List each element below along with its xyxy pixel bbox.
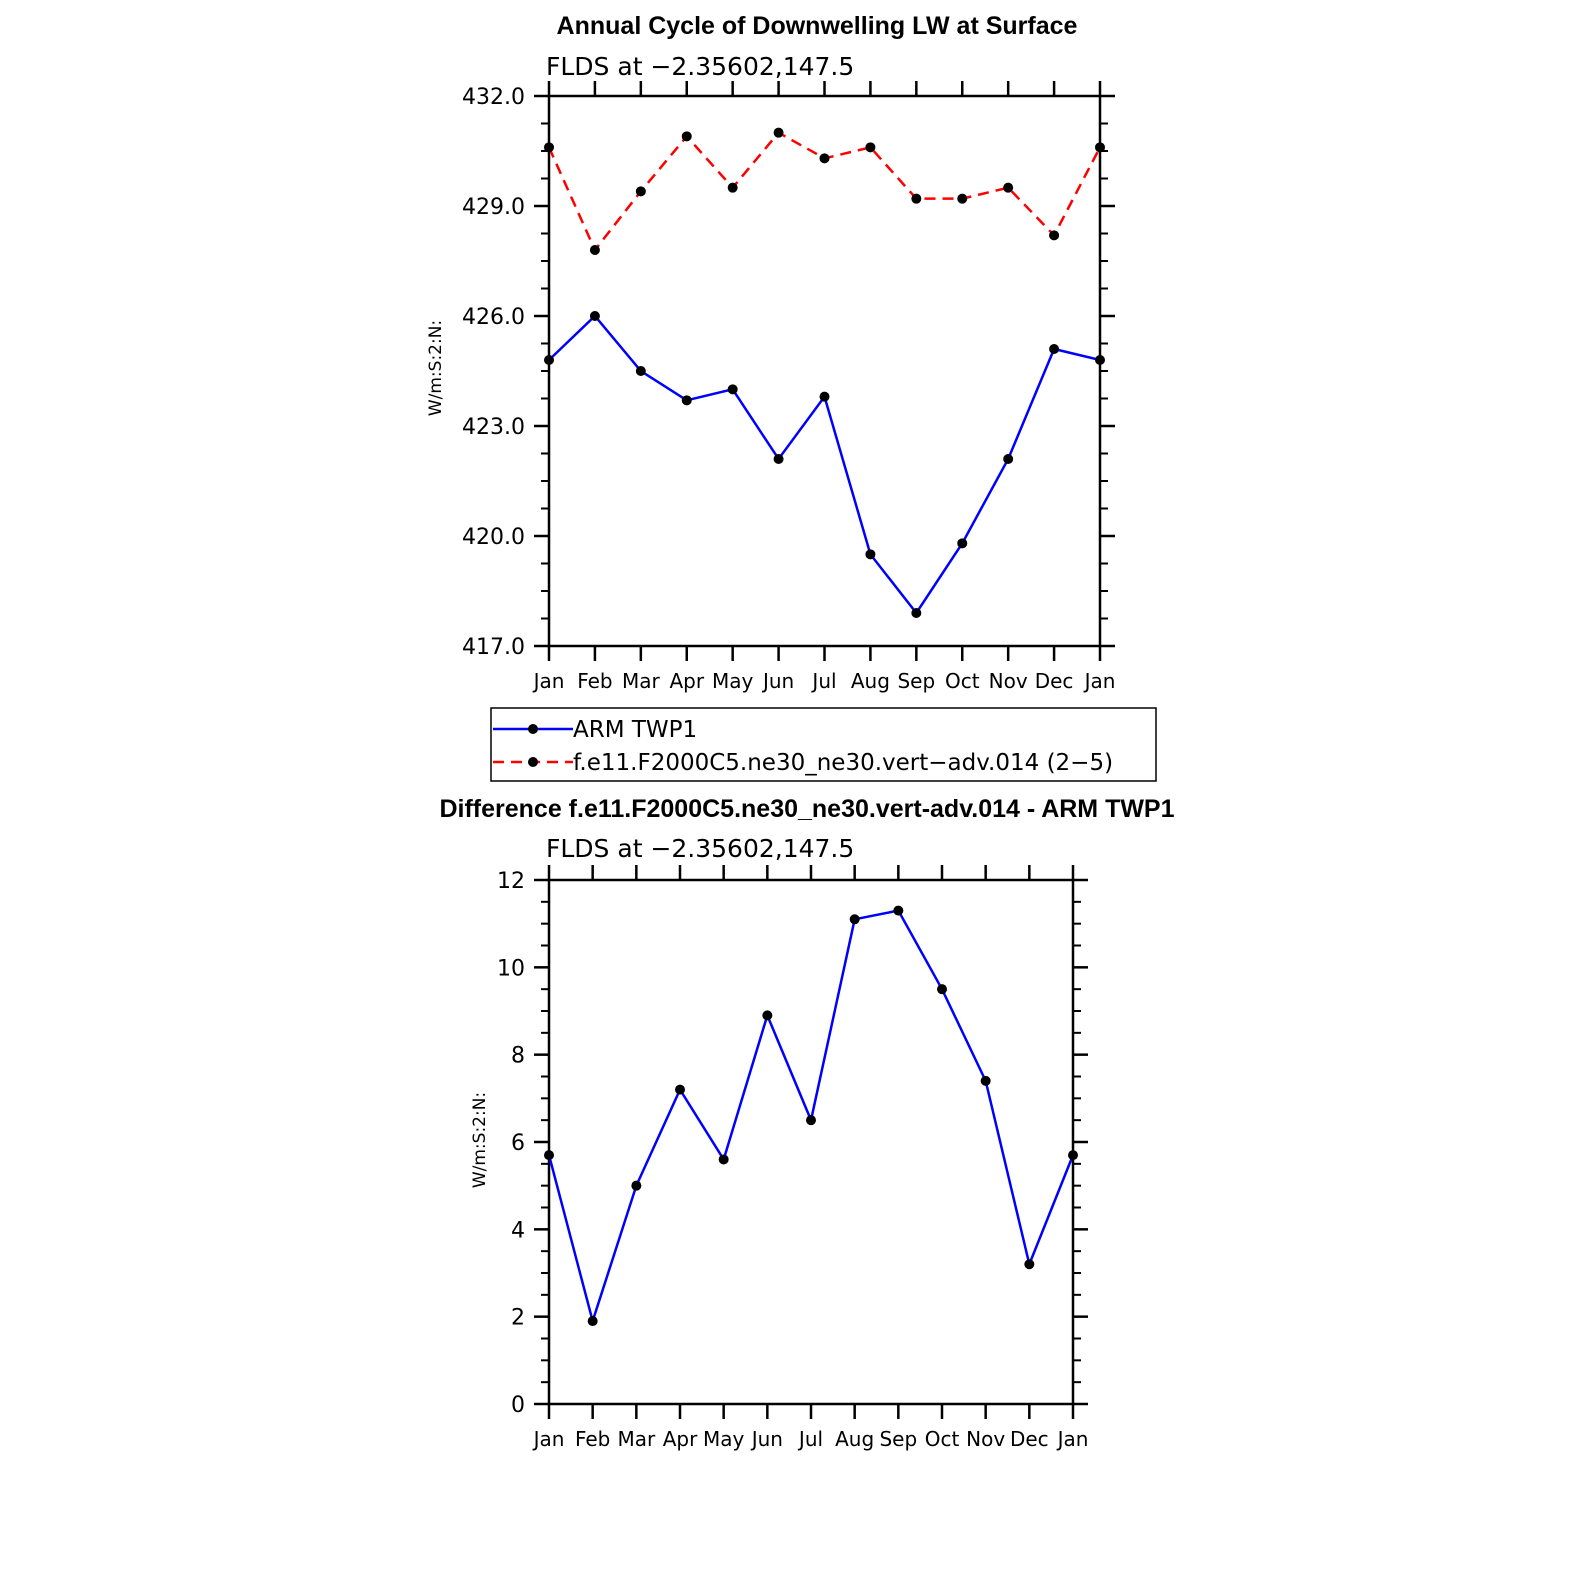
x-tick-label: Jun: [750, 1427, 783, 1451]
bottom-chart-title: Difference f.e11.F2000C5.ne30_ne30.vert-…: [439, 795, 1174, 823]
legend-label-arm: ARM TWP1: [573, 717, 697, 743]
legend-marker-arm: [528, 724, 538, 734]
series-0-point: [589, 311, 600, 321]
top-chart-legend: ARM TWP1 f.e11.F2000C5.ne30_ne30.vert−ad…: [490, 707, 1157, 782]
series-1-point: [727, 182, 738, 193]
y-tick-label: 2: [511, 1306, 525, 1331]
series-0-point: [957, 538, 968, 549]
x-tick-label: Mar: [622, 669, 661, 693]
series-0-point: [675, 1084, 685, 1095]
series-0-point: [893, 905, 904, 916]
x-tick-label: Aug: [835, 1427, 874, 1451]
series-0-point: [773, 454, 784, 464]
x-tick-label: Sep: [879, 1427, 917, 1451]
series-1-point: [681, 131, 692, 142]
series-0-point: [911, 608, 922, 618]
series-line-1: [547, 131, 1102, 253]
series-0-point: [937, 984, 947, 995]
series-0-point: [587, 1316, 598, 1327]
series-0-point: [762, 1010, 773, 1021]
series-0-point: [1003, 454, 1014, 464]
y-tick-label: 417.0: [462, 635, 525, 660]
series-1-point: [1095, 142, 1105, 153]
series-0-point: [635, 366, 646, 376]
series-1-point: [1003, 182, 1014, 193]
series-0-point: [544, 1150, 554, 1161]
series-1-point: [865, 142, 876, 153]
series-0-point: [849, 914, 860, 925]
x-tick-label: Feb: [575, 1427, 610, 1451]
series-1-point: [957, 193, 968, 204]
series-1-point: [773, 127, 784, 138]
series-0-point: [1068, 1150, 1078, 1161]
series-1-point: [589, 245, 600, 255]
series-0-point: [980, 1075, 991, 1086]
x-tick-label: Jul: [797, 1427, 823, 1451]
x-tick-label: Aug: [851, 669, 890, 693]
series-0-point: [544, 355, 554, 365]
x-tick-label: Jun: [761, 669, 794, 693]
series-0-point: [1024, 1259, 1035, 1270]
bottom-chart-ylabel: W/m:S:2:N:: [470, 1092, 490, 1188]
legend-marker-model: [528, 757, 538, 767]
x-tick-label: Feb: [577, 669, 612, 693]
series-0-point: [806, 1115, 816, 1126]
y-tick-label: 8: [511, 1044, 525, 1069]
x-tick-label: Jan: [1056, 1427, 1089, 1451]
y-tick-label: 432.0: [462, 85, 525, 110]
series-1-point: [544, 142, 554, 153]
top-chart-subtitle: FLDS at −2.35602,147.5: [546, 52, 854, 81]
y-tick-label: 429.0: [462, 195, 525, 220]
x-tick-label: Jan: [532, 669, 565, 693]
plot-frame: [547, 878, 1075, 1406]
x-tick-label: May: [712, 669, 754, 693]
legend-label-model: f.e11.F2000C5.ne30_ne30.vert−adv.014 (2−…: [573, 750, 1113, 776]
x-tick-label: Jan: [532, 1427, 565, 1451]
x-tick-label: Dec: [1010, 1427, 1049, 1451]
series-0-point: [1049, 344, 1060, 354]
series-1-point: [911, 193, 922, 204]
x-tick-label: Oct: [945, 669, 980, 693]
bottom-chart-plot-area: Jan Feb Mar Apr May Jun Jul Aug Sep Oct Nov Dec Jan 0…: [497, 865, 1088, 1451]
series-line-0: [548, 314, 1101, 616]
series-0-point: [718, 1154, 729, 1165]
x-tick-label: Sep: [897, 669, 935, 693]
series-1-point: [635, 186, 646, 197]
x-tick-label: Oct: [925, 1427, 960, 1451]
series-0-point: [727, 384, 738, 395]
series-0-point: [681, 395, 692, 406]
x-tick-label: Dec: [1035, 669, 1074, 693]
series-0-point: [1095, 355, 1105, 365]
series-0-point: [865, 549, 876, 560]
x-tick-label: May: [703, 1427, 745, 1451]
y-tick-label: 4: [511, 1218, 525, 1243]
y-tick-label: 426.0: [462, 305, 525, 330]
x-tick-label: Apr: [663, 1427, 698, 1451]
x-tick-label: Mar: [617, 1427, 656, 1451]
series-0-point: [631, 1180, 642, 1191]
top-chart-title: Annual Cycle of Downwelling LW at Surfac…: [557, 12, 1078, 40]
x-tick-label: Jan: [1083, 669, 1116, 693]
legend-box: [490, 707, 1157, 782]
x-tick-label: Apr: [669, 669, 704, 693]
bottom-chart-subtitle: FLDS at −2.35602,147.5: [546, 834, 854, 863]
y-tick-label: 6: [511, 1131, 525, 1156]
y-tick-label: 0: [511, 1393, 525, 1418]
series-0-point: [819, 391, 830, 402]
x-tick-label: Jul: [810, 669, 836, 693]
y-tick-label: 12: [497, 869, 525, 894]
top-chart-ylabel: W/m:S:2:N:: [426, 320, 446, 416]
plot-frame: [547, 94, 1102, 648]
y-tick-label: 420.0: [462, 525, 525, 550]
series-1-point: [819, 153, 830, 164]
x-tick-label: Nov: [966, 1427, 1005, 1451]
series-1-point: [1049, 230, 1060, 241]
y-tick-label: 423.0: [462, 415, 525, 440]
top-chart-plot-area: Jan Feb Mar Apr May Jun Jul Aug Sep Oct Nov Dec Jan 4…: [462, 81, 1115, 693]
x-tick-label: Nov: [989, 669, 1028, 693]
y-tick-label: 10: [497, 956, 525, 981]
